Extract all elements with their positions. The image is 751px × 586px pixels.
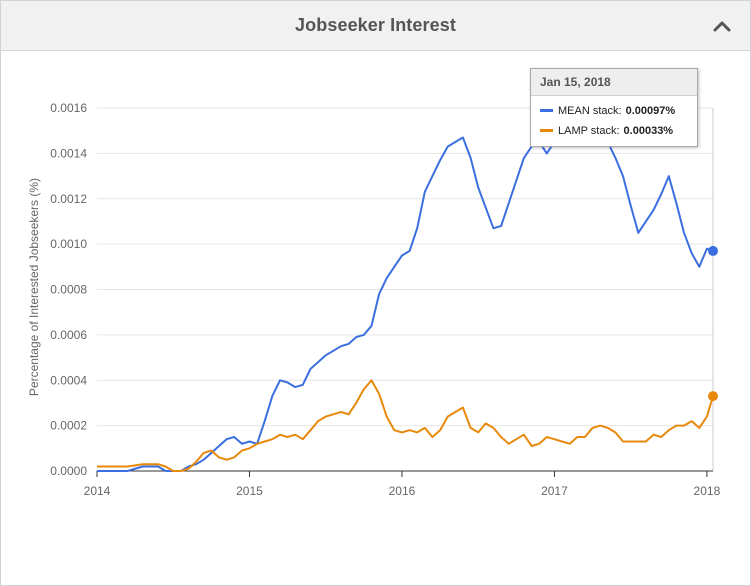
y-tick-label: 0.0008 [50,283,87,297]
y-axis-label: Percentage of Interested Jobseekers (%) [27,178,41,396]
tooltip-label-mean: MEAN stack: [558,105,622,117]
series-endpoints [708,245,718,402]
tooltip-date: Jan 15, 2018 [540,75,611,89]
panel-header: Jobseeker Interest [1,1,750,51]
panel-title: Jobseeker Interest [295,15,456,35]
tooltip-label-lamp: LAMP stack: [558,125,620,137]
tooltip-value-lamp: 0.00033% [623,125,674,137]
gridlines [97,107,714,471]
tooltip-value-mean: 0.00097% [625,105,676,117]
tooltip-row-mean: MEAN stack: 0.00097% [540,105,675,117]
data-tooltip: Jan 15, 2018 MEAN stack: 0.00097% LAMP st… [530,68,698,147]
y-tick-label: 0.0014 [50,146,87,160]
y-tick-label: 0.0000 [50,464,87,478]
series-line-mean-stack [97,127,714,472]
y-tick-label: 0.0004 [50,373,87,387]
y-tick-label: 0.0006 [50,328,87,342]
x-axis-ticks: 2014 2015 2016 2017 2018 [84,471,721,498]
x-tick-label: 2018 [694,484,721,498]
series-endpoint-lamp-stack [708,391,718,402]
lamp-swatch-icon [540,128,553,132]
tooltip-header: Jan 15, 2018 [531,69,697,96]
y-tick-label: 0.0010 [50,237,87,251]
y-tick-label: 0.0012 [50,192,87,206]
x-tick-label: 2014 [84,484,111,498]
y-tick-label: 0.0002 [50,419,87,433]
y-tick-label: 0.0016 [50,101,87,115]
x-tick-label: 2016 [389,484,416,498]
x-tick-label: 2015 [236,484,263,498]
mean-swatch-icon [540,108,553,112]
tooltip-row-lamp: LAMP stack: 0.00033% [540,125,673,137]
collapse-button[interactable] [706,11,738,41]
series-endpoint-mean-stack [708,245,718,256]
series-line-lamp-stack [97,379,714,472]
y-axis-ticks: 0.0000 0.0002 0.0004 0.0006 0.0008 0.0010 0.00… [50,101,87,478]
x-tick-label: 2017 [541,484,568,498]
chevron-up-icon [713,21,731,32]
series-lines [97,127,714,472]
